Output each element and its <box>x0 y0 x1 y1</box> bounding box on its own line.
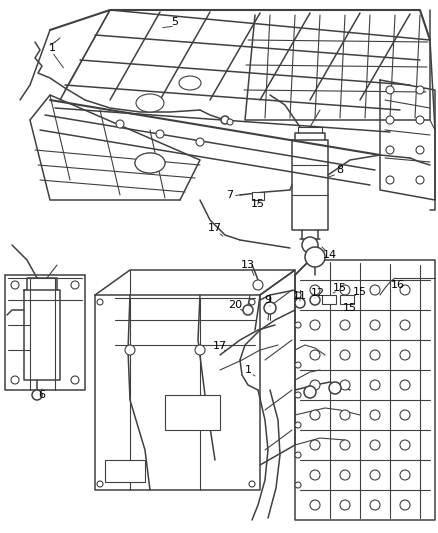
Circle shape <box>253 280 263 290</box>
Circle shape <box>370 285 380 295</box>
Circle shape <box>249 481 255 487</box>
Text: 12: 12 <box>311 288 325 298</box>
Circle shape <box>302 237 318 253</box>
Circle shape <box>340 410 350 420</box>
Ellipse shape <box>135 153 165 173</box>
Circle shape <box>340 320 350 330</box>
Text: 8: 8 <box>336 165 343 175</box>
Circle shape <box>416 86 424 94</box>
Circle shape <box>97 299 103 305</box>
Circle shape <box>310 410 320 420</box>
Text: 15: 15 <box>343 303 357 313</box>
Circle shape <box>304 386 316 398</box>
Circle shape <box>340 350 350 360</box>
Circle shape <box>370 350 380 360</box>
Circle shape <box>400 350 410 360</box>
Text: 13: 13 <box>241 260 255 270</box>
Circle shape <box>295 322 301 328</box>
Circle shape <box>295 362 301 368</box>
Circle shape <box>11 281 19 289</box>
Circle shape <box>370 380 380 390</box>
Circle shape <box>400 500 410 510</box>
Circle shape <box>370 440 380 450</box>
Bar <box>252 192 264 200</box>
Text: 5: 5 <box>172 17 179 27</box>
Circle shape <box>370 470 380 480</box>
Circle shape <box>295 482 301 488</box>
Circle shape <box>97 481 103 487</box>
Circle shape <box>400 285 410 295</box>
Circle shape <box>400 410 410 420</box>
Circle shape <box>416 146 424 154</box>
Text: 15: 15 <box>333 283 347 293</box>
Bar <box>165 395 220 430</box>
Circle shape <box>340 470 350 480</box>
Circle shape <box>310 380 320 390</box>
Circle shape <box>400 380 410 390</box>
Text: 15: 15 <box>353 287 367 297</box>
Circle shape <box>295 292 301 298</box>
Circle shape <box>295 422 301 428</box>
Text: 17: 17 <box>208 223 222 233</box>
Circle shape <box>295 452 301 458</box>
Circle shape <box>221 116 229 124</box>
Circle shape <box>71 281 79 289</box>
Bar <box>105 460 145 482</box>
Circle shape <box>400 470 410 480</box>
Circle shape <box>264 302 276 314</box>
Circle shape <box>196 138 204 146</box>
Circle shape <box>243 305 253 315</box>
Text: 20: 20 <box>228 300 242 310</box>
Circle shape <box>386 86 394 94</box>
Circle shape <box>116 120 124 128</box>
Circle shape <box>310 500 320 510</box>
Circle shape <box>400 320 410 330</box>
Circle shape <box>310 295 320 305</box>
Circle shape <box>295 298 305 308</box>
Text: 15: 15 <box>251 199 265 209</box>
Circle shape <box>340 285 350 295</box>
Ellipse shape <box>136 94 164 112</box>
Text: 14: 14 <box>323 250 337 260</box>
Circle shape <box>310 350 320 360</box>
Circle shape <box>305 247 325 267</box>
Text: 9: 9 <box>265 295 272 305</box>
Bar <box>340 295 354 304</box>
Circle shape <box>32 390 42 400</box>
Circle shape <box>370 500 380 510</box>
Circle shape <box>156 130 164 138</box>
Circle shape <box>71 376 79 384</box>
Circle shape <box>295 392 301 398</box>
Circle shape <box>386 116 394 124</box>
Text: 11: 11 <box>293 291 307 301</box>
Circle shape <box>416 116 424 124</box>
Circle shape <box>370 320 380 330</box>
Text: 6: 6 <box>39 390 46 400</box>
Bar <box>322 295 336 304</box>
Ellipse shape <box>179 76 201 90</box>
Circle shape <box>386 176 394 184</box>
Circle shape <box>249 299 255 305</box>
Circle shape <box>125 345 135 355</box>
Circle shape <box>386 146 394 154</box>
Text: 17: 17 <box>213 341 227 351</box>
Circle shape <box>416 176 424 184</box>
Circle shape <box>310 285 320 295</box>
Circle shape <box>195 345 205 355</box>
Text: 1: 1 <box>49 43 56 53</box>
Circle shape <box>310 470 320 480</box>
Circle shape <box>370 410 380 420</box>
Circle shape <box>340 440 350 450</box>
Circle shape <box>340 380 350 390</box>
Circle shape <box>340 500 350 510</box>
Circle shape <box>310 320 320 330</box>
Circle shape <box>227 119 233 125</box>
Circle shape <box>11 376 19 384</box>
Circle shape <box>400 440 410 450</box>
Text: 7: 7 <box>226 190 233 200</box>
Circle shape <box>310 440 320 450</box>
Circle shape <box>329 382 341 394</box>
Text: 16: 16 <box>391 280 405 290</box>
Text: 1: 1 <box>244 365 251 375</box>
